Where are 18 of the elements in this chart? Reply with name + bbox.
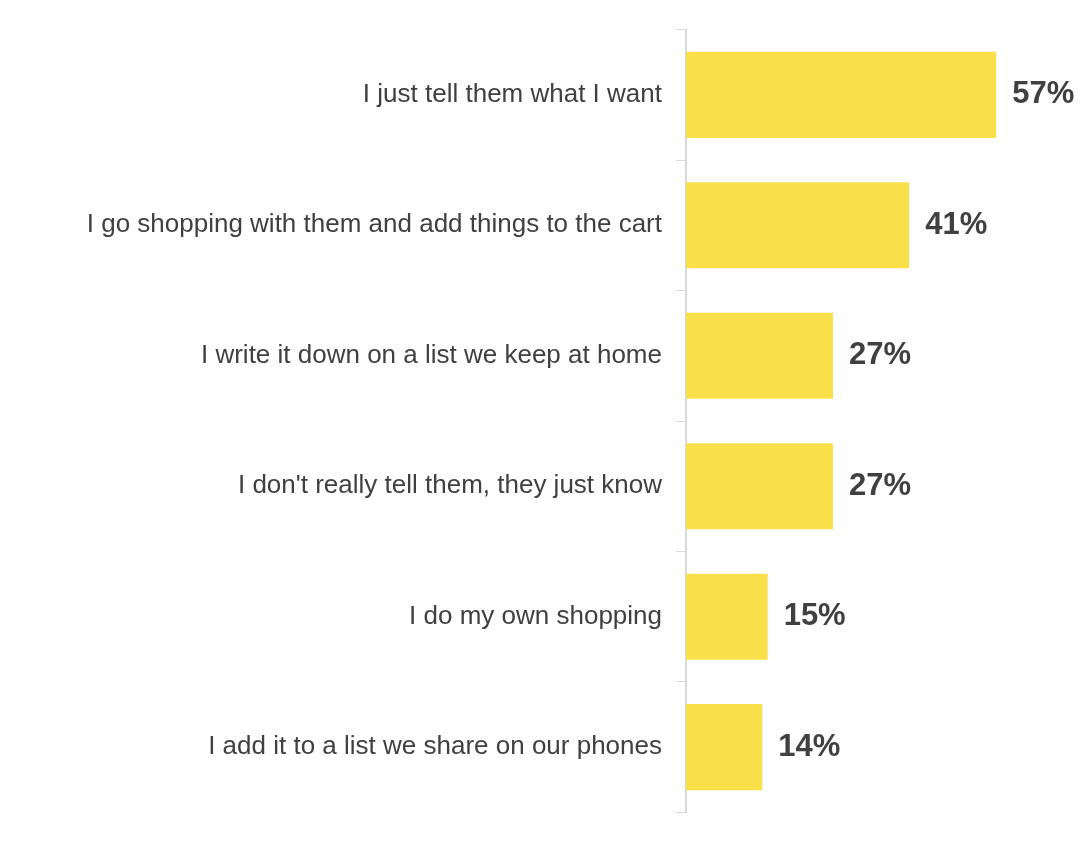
y-tick-label: I write it down on a list we keep at home [200, 338, 662, 369]
y-tick-label: I go shopping with them and add things to the cart [86, 208, 663, 239]
bar [686, 312, 833, 399]
bar [686, 443, 833, 530]
data-label: 41% [925, 205, 988, 241]
y-tick-label: I just tell them what I want [362, 78, 663, 109]
data-label: 15% [783, 597, 846, 633]
data-label: 14% [778, 727, 841, 763]
y-tick-label: I don't really tell them, they just know [237, 469, 663, 500]
bar [686, 573, 768, 660]
y-tick-label: I add it to a list we share on our phones [208, 730, 662, 761]
data-label: 27% [848, 336, 911, 372]
bar [686, 182, 910, 269]
y-tick-label: I do my own shopping [409, 599, 662, 630]
bar [686, 51, 997, 138]
data-label: 27% [848, 466, 911, 502]
bar [686, 704, 763, 791]
data-label: 57% [1012, 75, 1075, 111]
